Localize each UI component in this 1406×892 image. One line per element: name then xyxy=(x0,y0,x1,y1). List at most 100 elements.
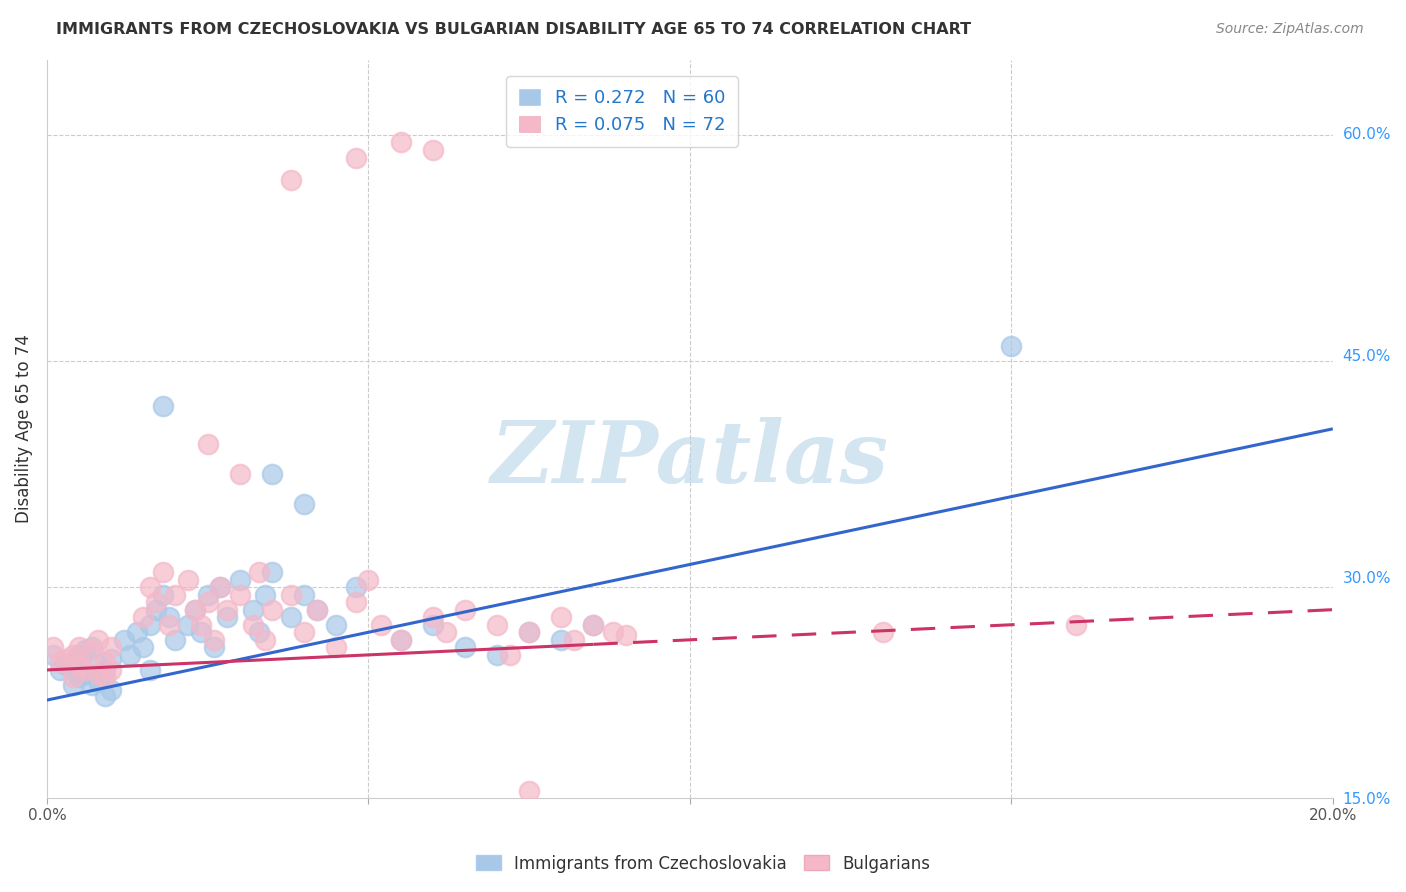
Point xyxy=(62,648,84,662)
Point xyxy=(260,565,283,579)
Point xyxy=(125,625,148,640)
Point xyxy=(190,625,212,640)
Point xyxy=(157,610,180,624)
Point xyxy=(42,648,65,662)
Point xyxy=(229,588,252,602)
Point xyxy=(229,573,252,587)
Point xyxy=(499,648,522,662)
Point xyxy=(260,467,283,481)
Point xyxy=(145,595,167,609)
Point xyxy=(139,580,162,594)
Point xyxy=(139,663,162,677)
Point xyxy=(120,648,142,662)
Point xyxy=(177,617,200,632)
Point xyxy=(370,617,392,632)
Point xyxy=(48,663,70,677)
Point xyxy=(87,667,110,681)
Point xyxy=(157,617,180,632)
Point xyxy=(94,656,117,670)
Point xyxy=(229,467,252,481)
Point xyxy=(517,625,540,640)
Point xyxy=(139,617,162,632)
Point xyxy=(202,640,225,655)
Point xyxy=(242,602,264,616)
Point xyxy=(389,136,412,150)
Point xyxy=(80,678,103,692)
Point xyxy=(550,610,572,624)
Text: Source: ZipAtlas.com: Source: ZipAtlas.com xyxy=(1216,22,1364,37)
Point xyxy=(75,667,97,681)
Text: ZIPatlas: ZIPatlas xyxy=(491,417,889,500)
Point xyxy=(247,625,270,640)
Point xyxy=(190,617,212,632)
Point xyxy=(325,617,347,632)
Point xyxy=(67,658,90,673)
Point xyxy=(197,437,219,451)
Legend: Immigrants from Czechoslovakia, Bulgarians: Immigrants from Czechoslovakia, Bulgaria… xyxy=(470,848,936,880)
Point xyxy=(292,497,315,511)
Text: IMMIGRANTS FROM CZECHOSLOVAKIA VS BULGARIAN DISABILITY AGE 65 TO 74 CORRELATION : IMMIGRANTS FROM CZECHOSLOVAKIA VS BULGAR… xyxy=(56,22,972,37)
Y-axis label: Disability Age 65 to 74: Disability Age 65 to 74 xyxy=(15,334,32,524)
Point xyxy=(325,640,347,655)
Point xyxy=(94,689,117,703)
Point xyxy=(215,610,238,624)
Point xyxy=(100,640,122,655)
Point xyxy=(344,595,367,609)
Point xyxy=(62,656,84,670)
Point xyxy=(67,648,90,662)
Point xyxy=(152,399,174,413)
Point xyxy=(87,658,110,673)
Point xyxy=(80,643,103,657)
Point xyxy=(389,632,412,647)
Point xyxy=(582,617,605,632)
Point xyxy=(1000,339,1022,353)
Point xyxy=(202,632,225,647)
Point xyxy=(132,610,155,624)
Point xyxy=(100,652,122,666)
Point xyxy=(254,588,277,602)
Point xyxy=(485,617,508,632)
Point xyxy=(254,632,277,647)
Point xyxy=(55,652,77,666)
Point xyxy=(48,656,70,670)
Point xyxy=(209,580,232,594)
Point xyxy=(87,632,110,647)
Point xyxy=(209,580,232,594)
Point xyxy=(280,173,302,187)
Point xyxy=(550,632,572,647)
Point xyxy=(145,602,167,616)
Point xyxy=(152,565,174,579)
Point xyxy=(562,632,585,647)
Point xyxy=(454,640,477,655)
Point xyxy=(305,602,328,616)
Point xyxy=(422,610,444,624)
Point xyxy=(872,625,894,640)
Point xyxy=(434,625,457,640)
Point xyxy=(280,610,302,624)
Point xyxy=(292,588,315,602)
Point xyxy=(389,632,412,647)
Point xyxy=(184,602,207,616)
Point xyxy=(260,602,283,616)
Point xyxy=(242,617,264,632)
Point xyxy=(292,625,315,640)
Point xyxy=(87,673,110,688)
Point xyxy=(42,640,65,655)
Point xyxy=(184,602,207,616)
Point xyxy=(517,625,540,640)
Point xyxy=(62,671,84,685)
Point xyxy=(80,640,103,655)
Point xyxy=(100,682,122,697)
Point xyxy=(152,588,174,602)
Point xyxy=(280,588,302,602)
Point xyxy=(215,602,238,616)
Point xyxy=(454,602,477,616)
Point xyxy=(247,565,270,579)
Point xyxy=(305,602,328,616)
Point xyxy=(602,625,624,640)
Point xyxy=(1064,617,1087,632)
Point xyxy=(357,573,380,587)
Point xyxy=(75,643,97,657)
Point xyxy=(62,678,84,692)
Point xyxy=(422,143,444,157)
